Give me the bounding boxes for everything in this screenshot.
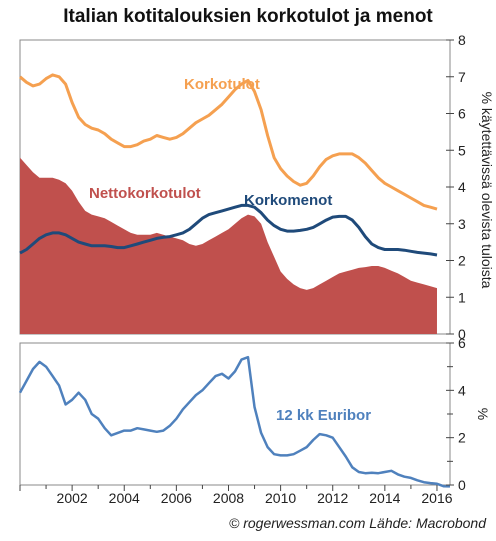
chart-title: Italian kotitalouksien korkotulot ja men… [63,6,433,27]
bottom-y-axis-label: % [475,408,491,420]
bottom-y-ticks: 0 2 4 6 [446,335,466,493]
bottom-y-tick-label: 4 [458,382,466,398]
x-tick-label: 2002 [57,490,88,506]
top-y-tick-label: 7 [458,69,466,85]
x-tick-label: 2012 [317,490,348,506]
nettokorkotulot-area [20,157,437,334]
series-korkotulot-line [19,73,438,211]
bottom-y-tick-label: 2 [458,430,466,446]
series-nettokorkotulot-area [20,157,437,334]
top-y-tick-label: 1 [458,289,466,305]
label-nettokorkotulot: Nettokorkotulot [89,185,201,202]
bottom-y-tick-label: 6 [458,335,466,351]
top-y-tick-label: 0 [458,326,466,342]
label-korkotulot: Korkotulot [184,76,260,93]
label-korkomenot: Korkomenot [244,192,332,209]
x-tick-label: 2006 [161,490,192,506]
x-tick-label: 2004 [109,490,140,506]
source-credit: © rogerwessman.com Lähde: Macrobond [229,515,486,531]
bottom-series-lines [18,355,451,488]
label-euribor: 12 kk Euribor [276,407,371,424]
series-korkomenot-line [19,203,438,257]
x-tick-label: 2010 [265,490,296,506]
top-y-axis-label: % käytettävissä olevista tuloista [479,92,495,289]
top-y-tick-label: 5 [458,142,466,158]
bottom-y-tick-label: 0 [458,477,466,493]
x-tick-label: 2016 [421,490,452,506]
x-tick-label: 2008 [213,490,244,506]
top-panel: 0 1 2 3 4 5 6 7 8 % käytettävissä olevista tuloi… [19,32,495,342]
top-y-tick-label: 3 [458,216,466,232]
x-axis-ticks: 2002 2004 2006 2008 2010 2012 2014 2016 [19,485,453,506]
x-tick-label: 2014 [369,490,400,506]
bottom-panel-frame [19,342,451,486]
top-y-tick-label: 4 [458,179,466,195]
top-y-ticks: 0 1 2 3 4 5 6 7 8 [446,32,466,342]
top-y-tick-label: 2 [458,253,466,269]
series-euribor-line [18,355,451,488]
top-series-lines [19,73,438,257]
top-y-tick-label: 8 [458,32,466,48]
top-y-tick-label: 6 [458,106,466,122]
